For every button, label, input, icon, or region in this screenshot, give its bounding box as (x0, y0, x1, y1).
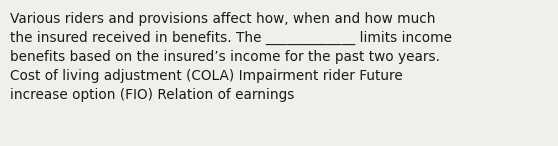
Text: benefits based on the insured’s income for the past two years.: benefits based on the insured’s income f… (10, 50, 440, 64)
Text: the insured received in benefits. The _____________ limits income: the insured received in benefits. The __… (10, 31, 452, 45)
Text: Various riders and provisions affect how, when and how much: Various riders and provisions affect how… (10, 12, 435, 26)
Text: increase option (FIO) Relation of earnings: increase option (FIO) Relation of earnin… (10, 88, 295, 102)
Text: Cost of living adjustment (COLA) Impairment rider Future: Cost of living adjustment (COLA) Impairm… (10, 69, 403, 83)
